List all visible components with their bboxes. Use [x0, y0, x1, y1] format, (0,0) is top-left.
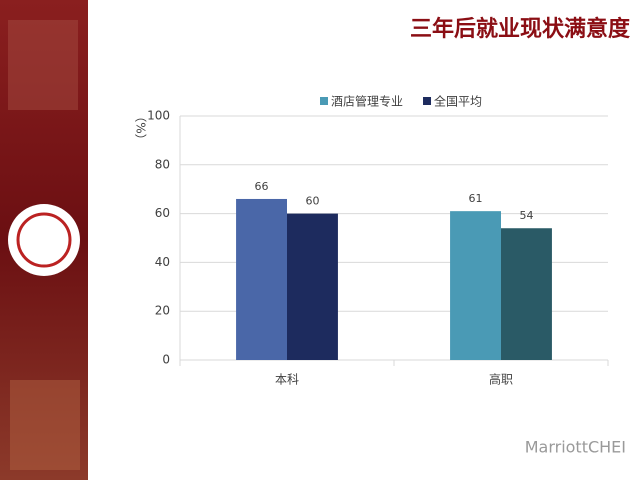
- value-label: 61: [469, 192, 483, 205]
- y-tick-label: 60: [155, 206, 170, 220]
- x-tick-label: 本科: [275, 373, 299, 387]
- x-tick-label: 高职: [489, 372, 513, 387]
- legend-swatch: [320, 97, 328, 105]
- bar: [287, 213, 338, 360]
- watermark: MarriottCHEI: [525, 438, 626, 457]
- y-axis-label: （%）: [134, 110, 148, 145]
- y-tick-label: 100: [147, 109, 170, 123]
- y-tick-label: 20: [155, 304, 170, 318]
- decor: [10, 380, 80, 470]
- bar: [450, 211, 501, 360]
- y-tick-label: 40: [155, 255, 170, 269]
- value-label: 60: [305, 195, 319, 208]
- y-tick-label: 0: [162, 353, 170, 367]
- y-tick-label: 80: [155, 157, 170, 171]
- logo-ring: [16, 212, 72, 268]
- value-label: 54: [519, 209, 533, 222]
- legend-label: 全国平均: [434, 94, 482, 109]
- bar: [501, 228, 552, 360]
- legend-swatch: [423, 97, 432, 105]
- legend-label: 酒店管理专业: [331, 94, 403, 109]
- chart-title: 三年后就业现状满意度: [410, 16, 631, 42]
- decor: [8, 20, 78, 110]
- value-label: 66: [255, 180, 269, 193]
- bar: [236, 198, 287, 360]
